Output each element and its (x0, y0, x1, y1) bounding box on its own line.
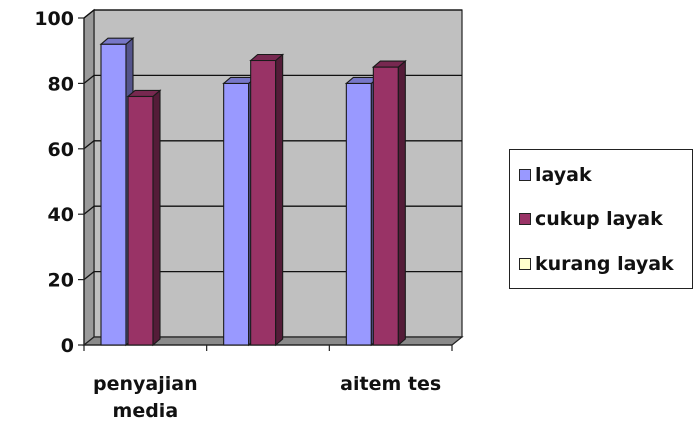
bar-cukup-layak (127, 95, 154, 346)
bar-top (126, 89, 162, 98)
legend-swatch-cukup-layak (519, 213, 531, 225)
y-tick-label: 100 (34, 8, 74, 30)
bar-cukup-layak (372, 66, 399, 346)
plot-side-wall (83, 8, 95, 347)
legend-label-kurang-layak: kurang layak (535, 253, 674, 275)
bar-side (152, 89, 161, 347)
legend: layak cukup layak kurang layak (509, 149, 693, 289)
gridline-side (83, 9, 95, 19)
y-tick-label: 60 (48, 139, 74, 161)
y-tick-label: 0 (61, 335, 74, 357)
bar-top (249, 53, 285, 62)
x-category-label: penyajian (93, 373, 198, 395)
y-tick-label: 40 (48, 204, 74, 226)
legend-label-cukup-layak: cukup layak (535, 208, 663, 230)
x-category-label: aitem tes (340, 373, 441, 395)
legend-item-layak: layak (519, 164, 592, 186)
legend-label-layak: layak (535, 164, 592, 186)
bar-layak (100, 43, 127, 346)
legend-item-kurang-layak: kurang layak (519, 253, 674, 275)
legend-item-cukup-layak: cukup layak (519, 208, 663, 230)
gridline-side (83, 74, 95, 84)
bar-layak (223, 82, 250, 346)
gridline-side (83, 205, 95, 215)
gridline-side (83, 140, 95, 150)
bar-top (371, 60, 407, 68)
y-tick-label: 20 (48, 270, 74, 292)
bar-cukup-layak (250, 59, 277, 346)
bar-layak (345, 82, 372, 346)
bar-side (275, 53, 284, 347)
bar-side (397, 59, 406, 347)
gridline-side (83, 271, 95, 281)
y-tick-label: 80 (48, 73, 74, 95)
bar-top (99, 37, 135, 45)
legend-swatch-kurang-layak (519, 258, 531, 270)
legend-swatch-layak (519, 169, 531, 181)
x-category-label: media (113, 400, 179, 422)
